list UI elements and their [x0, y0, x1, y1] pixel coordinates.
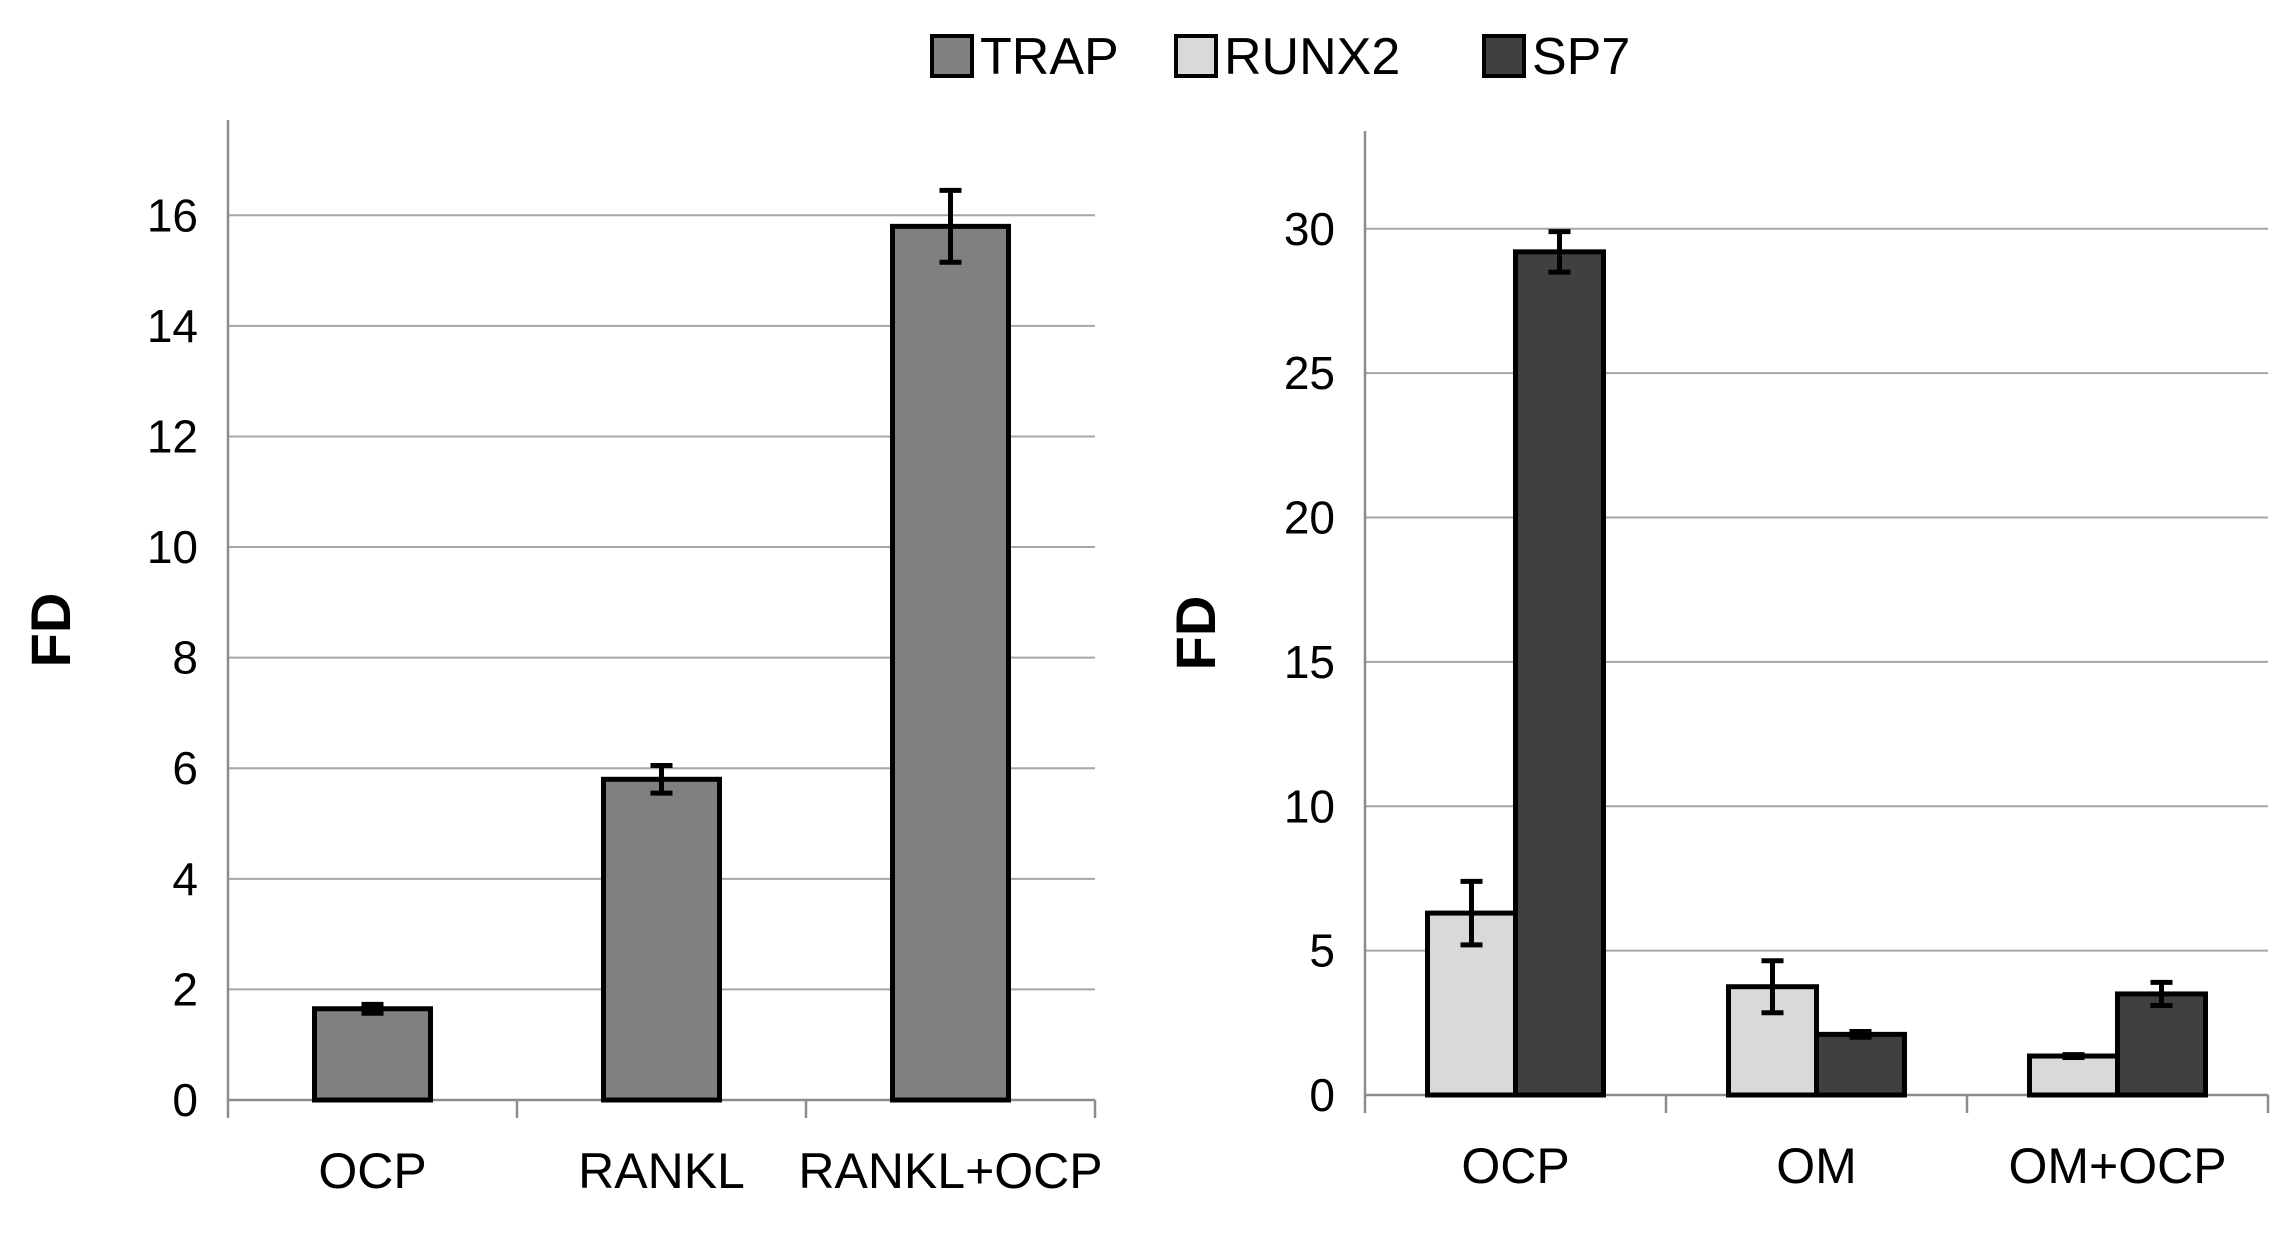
legend-swatch-runx2	[1174, 34, 1218, 78]
right-errorbar-sp7-ocp	[1548, 229, 1571, 275]
legend-swatch-sp7	[1482, 34, 1526, 78]
left-errorbar-trap-rankl+ocp	[939, 187, 962, 265]
left-y-tick-label: 8	[172, 632, 198, 684]
left-y-tick-label: 16	[147, 189, 198, 241]
right-errorbar-runx2-ocp	[1460, 878, 1483, 948]
left-y-tick-label: 4	[172, 853, 198, 905]
left-x-tick-label: RANKL+OCP	[798, 1143, 1102, 1199]
legend-label-sp7: SP7	[1532, 28, 1630, 86]
legend-swatch-trap	[930, 34, 974, 78]
legend-label-runx2: RUNX2	[1224, 28, 1400, 86]
right-y-tick-label: 25	[1284, 347, 1335, 399]
right-y-tick-label: 30	[1284, 203, 1335, 255]
left-y-tick-label: 0	[172, 1074, 198, 1126]
right-errorbar-runx2-om+ocp	[2062, 1052, 2085, 1060]
legend-label-trap: TRAP	[980, 28, 1119, 86]
left-y-tick-label: 6	[172, 742, 198, 794]
right-errorbar-sp7-om	[1849, 1028, 1872, 1040]
left-y-tick-label: 2	[172, 963, 198, 1015]
right-y-axis-label: FD	[1164, 596, 1227, 671]
left-y-axis-label: FD	[19, 593, 82, 668]
left-x-tick-label: RANKL	[578, 1143, 745, 1199]
right-y-tick-label: 0	[1309, 1069, 1335, 1121]
left-bar-trap-ocp	[312, 1006, 433, 1103]
right-bar-runx2-om+ocp	[2027, 1053, 2120, 1098]
chart-left-trap: 0 2 4 6 8 10 12 14 16 OCP RANKL RANKL+OCP FD	[19, 120, 1103, 1199]
right-x-tick-label: OCP	[1461, 1138, 1569, 1194]
left-errorbar-trap-rankl	[650, 762, 673, 796]
right-y-tick-label: 20	[1284, 492, 1335, 544]
right-bar-sp7-om	[1814, 1031, 1907, 1098]
right-x-tick-label: OM+OCP	[2008, 1138, 2226, 1194]
right-y-tick-label: 10	[1284, 780, 1335, 832]
right-y-tick-label: 15	[1284, 636, 1335, 688]
right-bar-sp7-om+ocp	[2115, 991, 2208, 1098]
right-x-tick-label: OM	[1776, 1138, 1857, 1194]
chart-right-runx2-sp7: 0 5 10 15 20 25 30 OCP OM OM+OCP FD	[1164, 131, 2270, 1194]
left-y-tick-label: 12	[147, 410, 198, 462]
right-y-tick-label: 5	[1309, 925, 1335, 977]
left-bar-trap-rankl	[601, 776, 722, 1103]
right-errorbar-runx2-om	[1761, 958, 1784, 1016]
legend: TRAP RUNX2 SP7	[930, 28, 1630, 86]
right-bar-sp7-ocp	[1513, 249, 1606, 1098]
left-y-tick-label: 10	[147, 521, 198, 573]
right-errorbar-sp7-om+ocp	[2150, 979, 2173, 1008]
left-x-tick-label: OCP	[318, 1143, 426, 1199]
left-y-tick-label: 14	[147, 300, 198, 352]
left-errorbar-trap-ocp	[361, 1001, 384, 1016]
left-bar-trap-rankl+ocp	[890, 223, 1011, 1103]
